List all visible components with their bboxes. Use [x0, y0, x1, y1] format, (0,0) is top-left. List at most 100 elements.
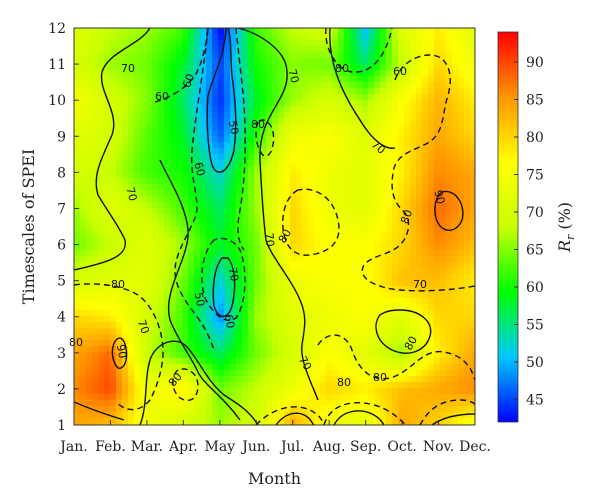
y-tick-label: 6	[57, 238, 66, 254]
colorbar-tick-label: 80	[526, 130, 544, 146]
contour-label: 60	[191, 161, 207, 178]
contour-70-mar	[74, 401, 125, 421]
contour-label: 80	[373, 371, 387, 384]
x-axis-label: Month	[248, 469, 301, 488]
y-tick-label: 10	[48, 93, 66, 109]
contour-90-nov	[434, 190, 464, 231]
contour-label: 50	[226, 119, 241, 135]
colorbar-tick-label: 85	[526, 93, 544, 109]
x-tick-label: Dec.	[459, 439, 491, 455]
contour-60-upper-right	[235, 28, 246, 251]
x-tick-label: Feb.	[95, 439, 126, 455]
x-tick-label: May	[205, 439, 236, 455]
contour-label: 80	[276, 227, 294, 246]
contour-label: 60	[222, 313, 237, 329]
contour-80-upper-right	[361, 54, 475, 292]
contour-label: 70	[123, 186, 139, 203]
contour-60-lower	[201, 237, 246, 321]
contour-lines	[74, 28, 475, 425]
contour-80-jul-bottom	[255, 406, 325, 425]
colorbar-gradient	[497, 31, 519, 423]
colorbar-tick-label: 90	[526, 55, 544, 71]
contour-label: 90	[114, 343, 129, 359]
x-tick-label: Jul.	[279, 439, 305, 455]
contour-label: 80	[111, 278, 125, 291]
contour-90-feb	[111, 337, 128, 369]
contour-label: 70	[226, 266, 241, 282]
y-tick-label: 1	[57, 418, 66, 434]
contour-70-left	[74, 28, 151, 271]
contour-label: 70	[135, 318, 152, 336]
contour-label: 70	[262, 232, 276, 247]
contour-label: 80	[402, 334, 420, 353]
colorbar-tick-label: 65	[526, 243, 544, 259]
y-tick-label: 4	[57, 310, 66, 326]
x-tick-label: Mar.	[131, 439, 163, 455]
y-tick-label: 9	[57, 129, 66, 145]
x-tick-label: Nov.	[423, 439, 454, 455]
colorbar-tick-label: 55	[526, 318, 544, 334]
x-axis: Jan. Feb. Mar. Apr. May Jun. Jul. Aug. Sep. Oct. N…	[58, 420, 491, 455]
heatmap-field	[74, 28, 475, 425]
contour-label: 80	[337, 376, 351, 389]
contour-label: 60	[393, 65, 407, 78]
contour-80-oct	[323, 402, 407, 425]
contour-80-aug-lower	[317, 334, 475, 381]
contour-70-apr	[139, 340, 259, 425]
colorbar-tick-label: 50	[526, 355, 544, 371]
contour-label: 80	[69, 336, 83, 349]
y-tick-label: 12	[48, 21, 66, 37]
contour-label: 70	[285, 68, 301, 85]
contour-70-jul-bottom	[275, 412, 315, 425]
contour-label: 70	[296, 354, 314, 373]
colorbar: 45 50 55 60 65 70 75 80 85 90 Rr (%)	[497, 31, 577, 423]
colorbar-tick-label: 70	[526, 205, 544, 221]
contour-60-aug-top	[325, 28, 393, 73]
contour-70-dec	[431, 413, 475, 425]
colorbar-ticks: 45 50 55 60 65 70 75 80 85 90	[514, 55, 544, 409]
contour-60-upper-left	[154, 28, 209, 103]
contour-label: 50	[192, 291, 207, 307]
x-tick-label: Jun.	[240, 439, 270, 455]
contour-70-mid	[159, 159, 241, 421]
contour-80-apr	[172, 368, 199, 402]
x-tick-label: Aug.	[312, 439, 346, 455]
contour-label: 70	[121, 62, 135, 75]
x-tick-label: Apr.	[168, 439, 198, 455]
y-tick-label: 3	[57, 346, 66, 362]
y-tick-label: 2	[57, 382, 66, 398]
contour-70-upper-center	[237, 28, 319, 401]
x-tick-label: Jan.	[58, 439, 87, 455]
contour-80-dec	[419, 399, 475, 425]
contour-label: 80	[335, 62, 349, 75]
contour-60-mid-left	[174, 28, 215, 351]
contour-label: 60	[155, 90, 169, 103]
y-tick-label: 7	[57, 201, 66, 217]
plot-frame	[73, 27, 476, 426]
x-tick-label: Oct.	[387, 439, 416, 455]
contour-label: 80	[398, 208, 415, 226]
contour-label: 80	[251, 118, 265, 131]
contour-70-oct	[375, 309, 432, 354]
y-axis-label: Timescales of SPEI	[19, 149, 38, 304]
colorbar-tick-label: 45	[526, 393, 544, 409]
contour-80-jul	[282, 188, 340, 256]
contour-label: 70	[413, 278, 427, 291]
contour-label: 90	[431, 189, 447, 206]
contour-50-lower	[212, 257, 236, 318]
contour-50-upper	[206, 28, 237, 173]
contour-70-sep	[333, 410, 385, 425]
contour-80-feb	[74, 283, 164, 411]
x-tick-label: Sep.	[350, 439, 381, 455]
y-tick-label: 11	[48, 57, 66, 73]
contour-label: 60	[180, 72, 197, 90]
y-tick-label: 5	[57, 274, 66, 290]
y-tick-label: 8	[57, 165, 66, 181]
contour-70-aug-top	[329, 28, 396, 149]
colorbar-label: Rr (%)	[555, 202, 577, 253]
colorbar-tick-label: 60	[526, 280, 544, 296]
colorbar-tick-label: 75	[526, 168, 544, 184]
